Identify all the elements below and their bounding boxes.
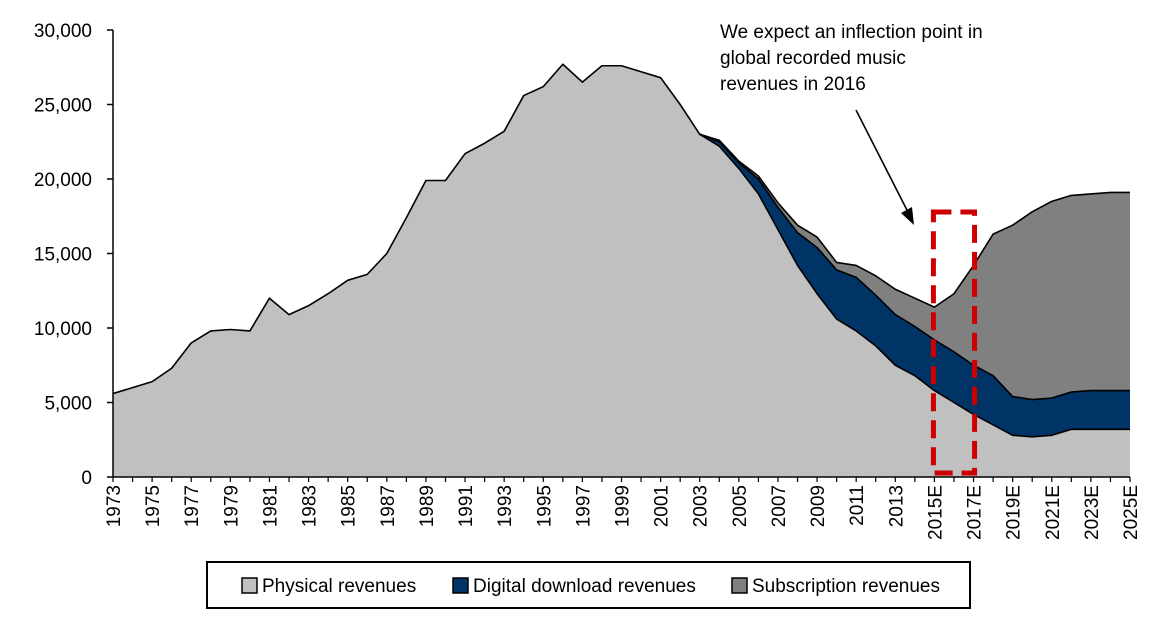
highlight-box	[930, 209, 978, 476]
x-tick-label: 2001	[652, 485, 673, 527]
legend-label-subscription: Subscription revenues	[752, 576, 940, 597]
y-tick-label: 10,000	[34, 319, 92, 340]
x-tick-label: 2011	[847, 485, 868, 526]
y-tick-label: 30,000	[34, 21, 92, 42]
x-tick-label: 1991	[456, 485, 477, 527]
area-digital-download-revenues	[113, 64, 1130, 437]
x-tick-label: 1977	[182, 485, 203, 527]
y-tick-label: 5,000	[44, 394, 92, 415]
annotation-line-1: We expect an inflection point in	[720, 22, 983, 43]
annotation: We expect an inflection point in global …	[720, 22, 983, 95]
x-tick-label: 2019E	[1004, 485, 1025, 540]
area-physical-revenues	[113, 64, 1130, 478]
x-tick-label: 1999	[613, 485, 634, 527]
x-tick-label: 2005	[730, 485, 751, 527]
x-axis-ticks: 1973 1975 1977 1979 1981 1983 1985 1987 1989 1991…	[104, 477, 1142, 540]
x-tick-label: 2003	[691, 485, 712, 527]
x-tick-label: 1995	[534, 485, 555, 527]
x-tick-label: 2025E	[1121, 485, 1142, 540]
annotation-line-2: global recorded music	[720, 48, 906, 69]
y-tick-label: 20,000	[34, 170, 92, 191]
x-tick-label: 2007	[769, 485, 790, 527]
x-tick-label: 2023E	[1082, 485, 1103, 540]
legend-swatch-digital	[452, 577, 469, 594]
y-axis-ticks: 0 5,000 10,000 15,000 20,000 25,000 30,000	[34, 21, 113, 489]
line-digital-download-revenues	[699, 133, 1130, 401]
x-tick-label: 1973	[104, 485, 125, 527]
x-tick-label: 2017E	[965, 485, 986, 540]
annotation-arrow-line	[855, 109, 911, 217]
x-tick-label: 2021E	[1043, 485, 1064, 540]
x-tick-label: 1997	[573, 485, 594, 527]
legend-swatch-physical	[241, 577, 258, 594]
x-tick-label: 2009	[808, 485, 829, 527]
legend-swatch-subscription	[731, 577, 748, 594]
x-tick-label: 1989	[417, 485, 438, 527]
x-tick-label: 1985	[339, 485, 360, 527]
y-tick-label: 0	[81, 468, 92, 489]
legend-label-digital: Digital download revenues	[473, 576, 696, 597]
y-tick-label: 25,000	[34, 96, 92, 117]
annotation-line-3: revenues in 2016	[720, 74, 866, 95]
y-tick-label: 15,000	[34, 245, 92, 266]
line-physical-revenues	[112, 63, 1130, 438]
x-tick-label: 1983	[300, 485, 321, 527]
x-tick-label: 1975	[143, 485, 164, 527]
x-tick-label: 1981	[260, 485, 281, 527]
x-tick-label: 2013	[886, 485, 907, 527]
x-tick-label: 1993	[495, 485, 516, 527]
area-subscription-revenues	[113, 64, 1130, 400]
annotation-arrow-head	[901, 207, 914, 225]
x-tick-label: 2015E	[925, 485, 946, 540]
line-subscription-revenues	[699, 133, 1130, 308]
legend-box	[206, 561, 971, 609]
stacked-areas	[112, 63, 1130, 478]
legend: Physical revenues Digital download reven…	[206, 561, 971, 609]
legend-label-physical: Physical revenues	[262, 576, 416, 597]
x-tick-label: 1987	[378, 485, 399, 527]
x-tick-label: 1979	[221, 485, 242, 527]
inflection-highlight	[855, 109, 978, 476]
